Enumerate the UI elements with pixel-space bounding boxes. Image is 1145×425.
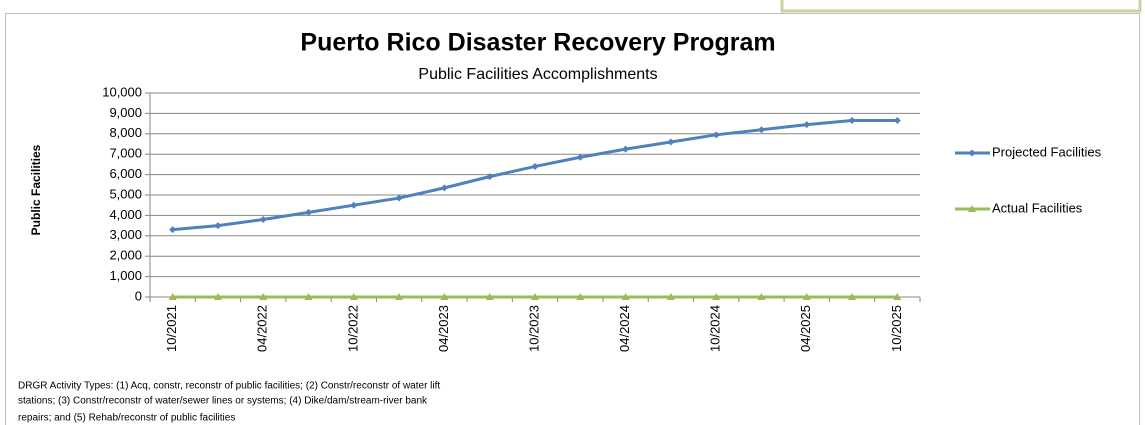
point (848, 293, 857, 300)
point (667, 138, 675, 146)
x-tick-label: 04/2025 (798, 305, 813, 352)
x-tick-label: 10/2023 (526, 305, 541, 352)
point (485, 293, 494, 300)
y-axis-label: Public Facilities (29, 144, 43, 235)
y-tick-label: 9,000 (109, 105, 142, 120)
point (305, 208, 313, 216)
legend-marker (968, 205, 976, 212)
point (350, 201, 358, 209)
point (213, 293, 222, 300)
point (440, 184, 448, 192)
y-tick-label: 3,000 (109, 227, 142, 242)
y-tick-label: 0 (135, 288, 142, 303)
point (304, 293, 313, 300)
x-tick-label: 04/2022 (255, 305, 270, 352)
decor-bar (780, 0, 1142, 13)
point (168, 293, 177, 300)
y-tick-label: 8,000 (109, 125, 142, 140)
x-tick-label: 04/2023 (436, 305, 451, 352)
y-tick-label: 5,000 (109, 186, 142, 201)
point (576, 153, 584, 161)
point (893, 117, 901, 125)
point (802, 293, 811, 300)
y-tick-label: 7,000 (109, 146, 142, 161)
x-tick-label: 10/2025 (889, 305, 904, 352)
y-tick-label: 10,000 (102, 84, 142, 99)
note-line: repairs; and (5) Rehab/reconstr of publi… (18, 413, 235, 424)
chart-frame (5, 13, 1140, 425)
y-tick-label: 4,000 (109, 207, 142, 222)
point (259, 215, 267, 223)
note-line: DRGR Activity Types: (1) Acq, constr, re… (18, 381, 440, 392)
y-tick-label: 6,000 (109, 166, 142, 181)
chart-title: Puerto Rico Disaster Recovery Program (300, 29, 775, 57)
y-tick-label: 2,000 (109, 248, 142, 263)
legend-marker (968, 149, 976, 157)
y-tick-label: 1,000 (109, 268, 142, 283)
note-line: stations; (3) Constr/reconstr of water/s… (18, 396, 428, 407)
point (395, 293, 404, 300)
point (848, 117, 856, 125)
point (531, 293, 539, 300)
chart-subtitle: Public Facilities Accomplishments (418, 66, 657, 83)
point (893, 293, 902, 300)
x-tick-label: 10/2021 (164, 305, 179, 352)
point (576, 293, 585, 300)
point (259, 293, 268, 300)
legend-label: Actual Facilities (992, 200, 1083, 215)
point (712, 293, 721, 300)
x-tick-label: 10/2022 (345, 305, 360, 352)
point (712, 131, 720, 139)
point (666, 293, 675, 300)
point (395, 194, 403, 202)
point (757, 126, 765, 134)
x-tick-label: 10/2024 (708, 305, 723, 352)
point (169, 226, 177, 234)
point (349, 293, 358, 300)
point (803, 121, 811, 129)
point (622, 145, 630, 153)
x-tick-label: 04/2024 (617, 305, 632, 352)
point (440, 293, 449, 300)
point (214, 222, 222, 230)
point (486, 173, 494, 181)
legend-label: Projected Facilities (992, 144, 1102, 159)
point (621, 293, 630, 300)
point (531, 162, 539, 170)
point (757, 293, 766, 300)
